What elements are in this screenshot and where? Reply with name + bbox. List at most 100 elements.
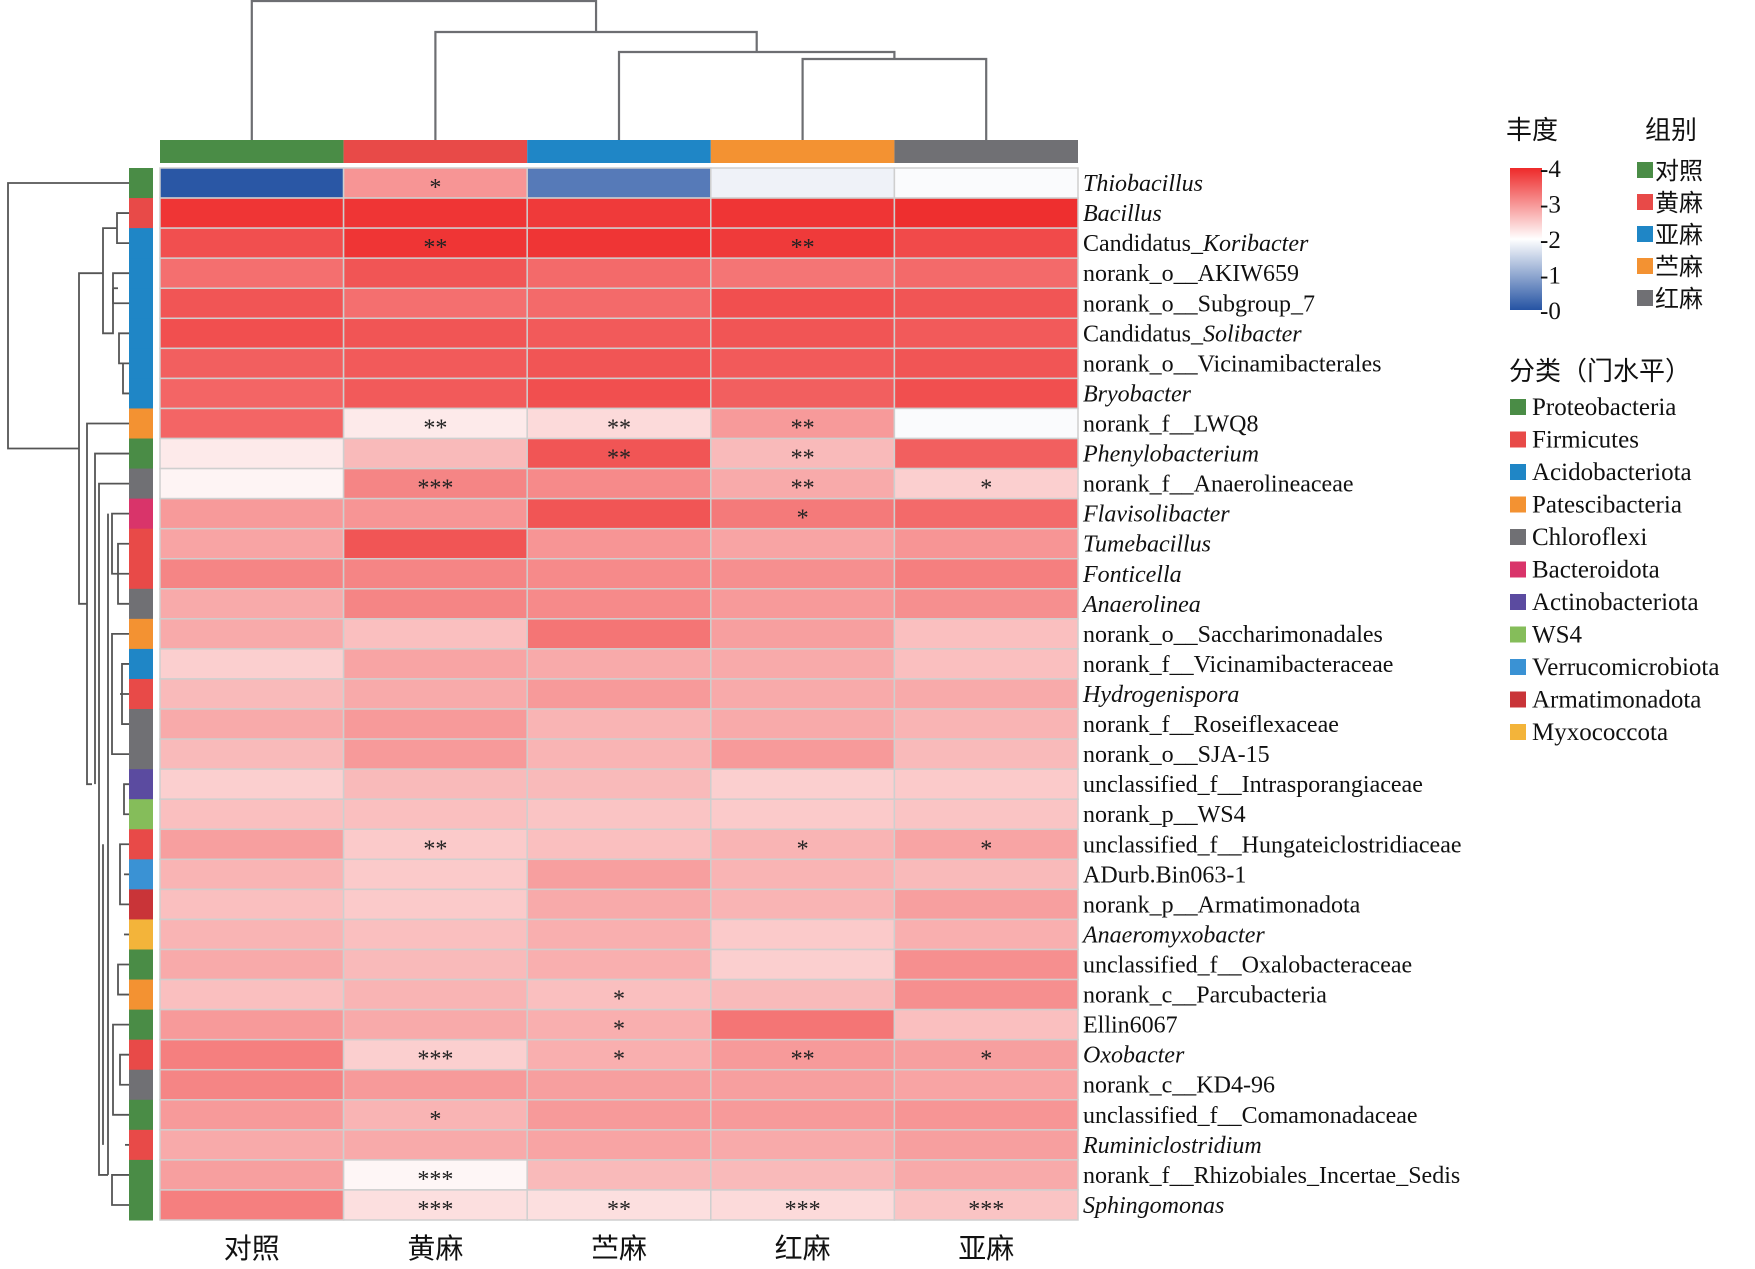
- dendrogram-branch: [111, 512, 129, 575]
- heatmap-cell: [342, 618, 528, 650]
- row-phylum-swatch: [129, 468, 153, 500]
- heatmap-cell: [342, 1129, 528, 1161]
- row-label: norank_p__WS4: [1083, 802, 1246, 828]
- column-label: 苎麻: [591, 1232, 647, 1265]
- heatmap-cell: [159, 167, 345, 199]
- heatmap-cell: [526, 1068, 712, 1101]
- significance-mark: **: [791, 446, 815, 472]
- colorbar-tick-label: -2: [1540, 227, 1561, 254]
- row-label: Candidatus_Solibacter: [1083, 321, 1302, 347]
- heatmap-cell: [526, 588, 712, 620]
- column-group-color-swatch: [160, 140, 344, 163]
- heatmap-cell: [526, 557, 712, 590]
- heatmap-cell: [710, 167, 896, 199]
- row-phylum-swatch: [129, 618, 153, 650]
- heatmap-cell: [159, 918, 345, 951]
- heatmap-cell: [526, 678, 712, 710]
- row-phylum-swatch: [129, 198, 153, 229]
- row-label: norank_p__Armatimonadota: [1083, 892, 1361, 918]
- heatmap-cell: [526, 437, 712, 470]
- heatmap-cell: [342, 437, 528, 470]
- dendrogram-branch: [801, 57, 988, 140]
- heatmap-cell: [342, 858, 528, 891]
- heatmap-cell: [710, 708, 896, 740]
- heatmap-cell: [342, 678, 528, 710]
- heatmap-cell: [710, 467, 896, 500]
- row-phylum-swatch: [129, 378, 153, 409]
- row-label-part: norank_o__Vicinamibacterales: [1083, 351, 1381, 377]
- heatmap-cell: [342, 648, 528, 680]
- significance-mark: ***: [968, 1197, 1004, 1223]
- row-phylum-swatch: [129, 1129, 153, 1161]
- heatmap-cell: [893, 1068, 1079, 1101]
- heatmap-cell: [710, 1099, 896, 1131]
- heatmap-cell: [893, 1038, 1079, 1071]
- row-phylum-swatch: [129, 288, 153, 319]
- heatmap-cell: [893, 1189, 1079, 1221]
- heatmap-cell: [893, 227, 1079, 259]
- row-label: Flavisolibacter: [1082, 502, 1230, 528]
- row-label-part: norank_f__LWQ8: [1083, 411, 1259, 437]
- significance-mark: **: [607, 446, 631, 472]
- row-label: Sphingomonas: [1083, 1193, 1224, 1219]
- significance-mark: **: [791, 235, 815, 261]
- significance-mark: *: [980, 476, 992, 502]
- dendrogram-branch: [118, 332, 129, 365]
- heatmap-cell: [159, 708, 345, 740]
- column-label: 对照: [224, 1232, 280, 1265]
- heatmap-cell: [342, 197, 528, 229]
- heatmap-cell: [342, 407, 528, 440]
- heatmap-cell: [526, 227, 712, 259]
- significance-mark: *: [429, 175, 441, 201]
- heatmap-cell: [893, 708, 1079, 740]
- heatmap-cell: [526, 888, 712, 921]
- heatmap-cell: [893, 858, 1079, 891]
- heatmap-cell: [893, 497, 1079, 530]
- row-label-part: Anaeromyxobacter: [1081, 922, 1265, 948]
- heatmap-cell: [526, 798, 712, 831]
- dendrogram-branch: [119, 1053, 129, 1086]
- row-label-part: Anaerolinea: [1081, 592, 1201, 618]
- heatmap-cell: [526, 497, 712, 530]
- row-label-part: Sphingomonas: [1083, 1193, 1224, 1219]
- heatmap-cell: [159, 227, 345, 259]
- heatmap-cell: [159, 1008, 345, 1041]
- dendrogram-branch: [78, 272, 103, 605]
- heatmap-cell: [710, 1159, 896, 1191]
- row-label-part: Bacillus: [1083, 201, 1162, 227]
- heatmap-cell: [526, 768, 712, 800]
- phylum-legend-swatch: [1510, 659, 1526, 675]
- heatmap-cell: [342, 888, 528, 921]
- phylum-legend: 分类（门水平） Proteobacteria Firmicutes Acidobac…: [1509, 357, 1719, 746]
- row-label: unclassified_f__Hungateiclostridiaceae: [1083, 832, 1462, 858]
- row-phylum-swatch: [129, 1159, 153, 1191]
- column-label: 亚麻: [958, 1232, 1014, 1265]
- heatmap-cell: [342, 497, 528, 530]
- group-legend-swatch: [1637, 194, 1653, 210]
- row-label-part: Fonticella: [1082, 562, 1182, 588]
- heatmap-cell: [710, 497, 896, 530]
- heatmap-cell: [526, 708, 712, 740]
- dendrogram-branch: [250, 0, 598, 140]
- heatmap-cell: [526, 347, 712, 380]
- significance-mark: *: [429, 1107, 441, 1133]
- dendrogram-branch: [112, 1023, 129, 1116]
- row-phylum-swatch: [129, 829, 153, 860]
- heatmap-cell: [710, 648, 896, 680]
- row-dendrogram: [7, 182, 129, 1206]
- phylum-legend-label: WS4: [1532, 622, 1583, 649]
- row-label: ADurb.Bin063-1: [1083, 862, 1246, 888]
- row-phylum-swatch: [129, 558, 153, 590]
- colorbar-tick-label: -1: [1540, 263, 1561, 290]
- heatmap-cell: [159, 317, 345, 350]
- heatmap-cell: [893, 768, 1079, 800]
- heatmap-cell: [159, 557, 345, 590]
- heatmap-cells: [159, 167, 1079, 1221]
- heatmap-cell: [342, 1008, 528, 1041]
- heatmap-cell: [342, 948, 528, 981]
- heatmap-cell: [342, 978, 528, 1011]
- row-label: norank_o__SJA-15: [1083, 742, 1270, 768]
- significance-mark: ***: [417, 1047, 453, 1073]
- heatmap-cell: [159, 347, 345, 380]
